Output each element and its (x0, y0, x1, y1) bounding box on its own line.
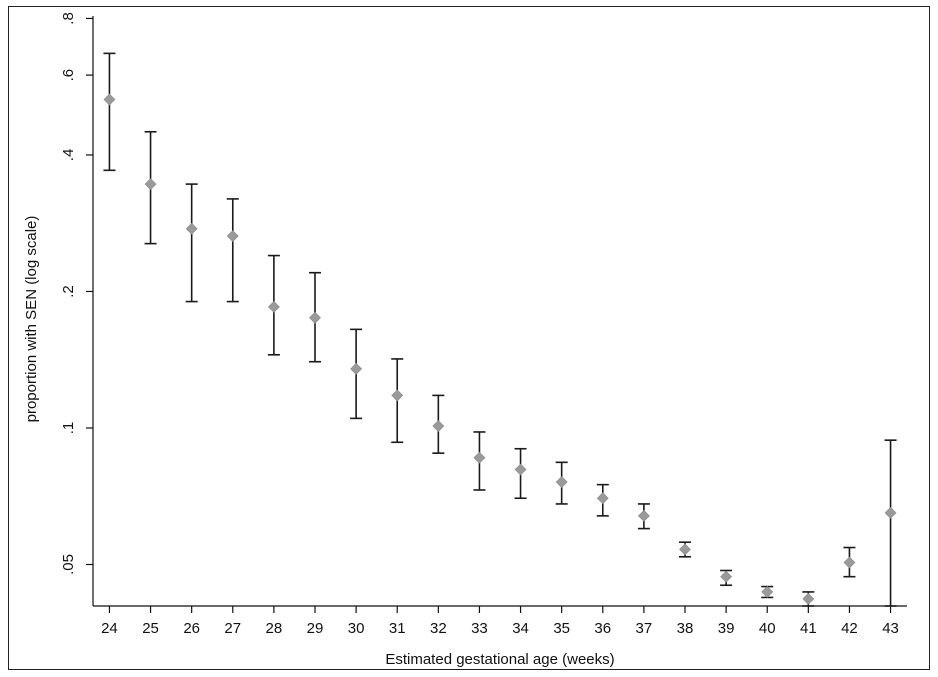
y-tick-label: .4 (60, 149, 77, 162)
data-point-41 (802, 591, 815, 607)
x-tick-label: 29 (307, 620, 324, 637)
x-tick-label: 34 (512, 620, 529, 637)
point-marker (391, 389, 404, 402)
point-marker (432, 420, 445, 432)
data-point-33 (473, 431, 486, 491)
data-point-42 (843, 546, 856, 578)
x-tick-label: 25 (142, 620, 159, 637)
data-point-31 (391, 358, 404, 444)
x-tick-label: 26 (183, 620, 200, 637)
y-tick-label: .1 (60, 422, 77, 435)
y-tick-label: .05 (60, 554, 77, 575)
point-marker (679, 543, 691, 556)
point-marker (103, 93, 116, 106)
point-marker (596, 492, 609, 505)
point-marker (309, 311, 321, 324)
point-marker (514, 463, 527, 476)
data-point-24 (103, 52, 116, 172)
x-tick-label: 27 (224, 620, 241, 637)
point-marker (884, 506, 897, 519)
point-marker (144, 178, 157, 191)
data-point-32 (432, 394, 445, 454)
data-marks (103, 52, 897, 607)
data-point-34 (514, 447, 527, 500)
data-point-36 (596, 483, 609, 517)
axes (92, 16, 907, 607)
x-tick-label: 31 (389, 620, 406, 637)
point-marker (555, 476, 568, 488)
x-tick-label: 39 (718, 620, 735, 637)
y-tick-label: .6 (60, 69, 77, 82)
y-axis-ticks: .05 .1 .2 .4 .6 .8 (60, 12, 93, 575)
point-marker (226, 230, 239, 242)
y-axis-title: proportion with SEN (log scale) (23, 216, 40, 423)
data-point-29 (309, 271, 321, 363)
x-tick-label: 37 (636, 620, 653, 637)
point-marker (843, 556, 856, 569)
data-point-35 (555, 461, 568, 505)
point-marker (802, 592, 815, 605)
data-point-28 (267, 254, 280, 356)
point-marker (473, 451, 486, 464)
x-axis-title: Estimated gestational age (weeks) (385, 651, 614, 668)
x-tick-label: 30 (348, 620, 365, 637)
point-marker (720, 570, 733, 583)
point-marker (761, 586, 774, 598)
x-axis-ticks: 24 25 26 27 28 29 30 31 32 33 34 35 36 37 38 39 40 41 42 43 (101, 606, 899, 637)
chart-frame (8, 6, 930, 670)
x-tick-label: 41 (800, 620, 817, 637)
data-point-30 (350, 328, 363, 420)
point-marker (267, 300, 280, 313)
point-marker (185, 222, 198, 235)
x-tick-label: 43 (882, 620, 899, 637)
data-point-26 (185, 183, 198, 303)
x-tick-label: 36 (594, 620, 611, 637)
data-point-39 (720, 569, 733, 587)
data-point-25 (144, 130, 157, 245)
data-point-38 (679, 541, 691, 558)
data-point-43 (884, 439, 897, 607)
data-point-40 (761, 585, 774, 599)
data-point-27 (226, 198, 239, 303)
x-tick-label: 32 (430, 620, 447, 637)
data-point-37 (637, 503, 650, 530)
x-tick-label: 42 (841, 620, 858, 637)
x-tick-label: 35 (553, 620, 570, 637)
x-tick-label: 40 (759, 620, 776, 637)
y-tick-label: .2 (60, 285, 77, 298)
x-tick-label: 33 (471, 620, 488, 637)
point-marker (350, 362, 363, 375)
x-tick-label: 38 (677, 620, 694, 637)
x-tick-label: 28 (266, 620, 283, 637)
y-tick-label: .8 (60, 12, 77, 25)
x-tick-label: 24 (101, 620, 118, 637)
point-marker (637, 509, 650, 522)
